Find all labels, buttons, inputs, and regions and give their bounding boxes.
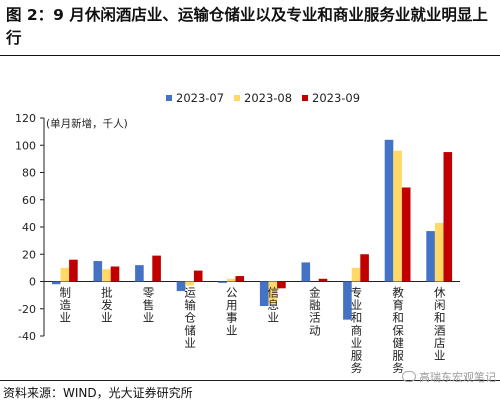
footer-divider — [0, 380, 500, 381]
x-category-label: 批发业 — [101, 286, 113, 325]
bar — [60, 267, 70, 282]
y-unit-label: (单月新增，千人) — [46, 117, 128, 130]
bar — [51, 281, 61, 285]
title-divider — [0, 55, 500, 56]
bar — [218, 281, 227, 283]
bar — [401, 187, 411, 282]
bar — [235, 276, 245, 282]
y-tick-label: 100 — [15, 139, 36, 152]
watermark: 高瑞东宏观笔记 — [402, 369, 496, 385]
bar — [443, 152, 453, 282]
legend-label: 2023-09 — [312, 91, 360, 105]
bar — [343, 281, 352, 320]
x-category-label: 信息业 — [268, 286, 280, 325]
watermark-text: 高瑞东宏观笔记 — [419, 371, 496, 384]
source-note: 资料来源：WIND，光大证券研究所 — [3, 386, 193, 400]
x-category-label: 专业和商业服务 — [351, 286, 363, 376]
x-category-label: 金融活动 — [309, 286, 321, 338]
bar — [268, 281, 278, 304]
y-tick-label: -40 — [18, 330, 36, 343]
legend-label: 2023-08 — [244, 91, 292, 105]
bar — [93, 261, 103, 282]
y-tick-label: 40 — [22, 221, 36, 234]
y-tick-label: 80 — [22, 167, 36, 180]
y-tick-label: -20 — [18, 303, 36, 316]
x-category-label: 运输仓储业 — [184, 286, 196, 350]
legend-label: 2023-07 — [176, 91, 224, 105]
bar — [193, 270, 203, 282]
legend-swatch — [302, 95, 308, 101]
chart-legend: 2023-07 2023-08 2023-09 — [166, 91, 360, 105]
y-axis: -40 -20 0 20 40 60 80 100 120 — [15, 112, 460, 343]
y-tick-label: 120 — [15, 112, 36, 125]
bar — [301, 262, 311, 282]
x-category-label: 公用事业 — [226, 286, 238, 338]
bar — [259, 281, 269, 307]
legend-swatch — [166, 95, 172, 101]
bar — [185, 281, 194, 286]
y-tick-label: 0 — [29, 276, 36, 289]
legend-swatch — [234, 95, 240, 101]
bar — [318, 278, 328, 282]
bar — [351, 267, 361, 282]
bar — [69, 259, 78, 282]
wechat-icon — [402, 371, 416, 382]
bar — [110, 266, 120, 282]
bar — [434, 222, 444, 282]
bar — [135, 265, 144, 282]
bar — [226, 278, 236, 282]
bar — [360, 254, 369, 282]
bar — [277, 281, 286, 289]
bar — [176, 281, 186, 292]
bar — [152, 255, 161, 282]
bar — [384, 139, 394, 282]
x-category-label: 零售业 — [143, 286, 155, 325]
bars-group — [51, 139, 453, 320]
bar — [102, 269, 111, 282]
figure-title: 图 2：9 月休闲酒店业、运输仓储业以及专业和商业服务业就业明显上行 — [6, 6, 488, 47]
x-category-label: 教育和保健服务 — [392, 286, 404, 376]
x-axis-labels: 制造业 批发业 零售业 运输仓储业 公用事业 信息业 金融活动 专业和商业服务 教育和保健服务 休… — [60, 286, 446, 376]
x-category-label: 制造业 — [60, 286, 72, 325]
y-tick-label: 60 — [22, 194, 36, 207]
bar — [426, 231, 435, 282]
bar — [393, 150, 402, 282]
x-category-label: 休闲和酒店业 — [434, 286, 446, 363]
y-tick-label: 20 — [22, 248, 36, 261]
